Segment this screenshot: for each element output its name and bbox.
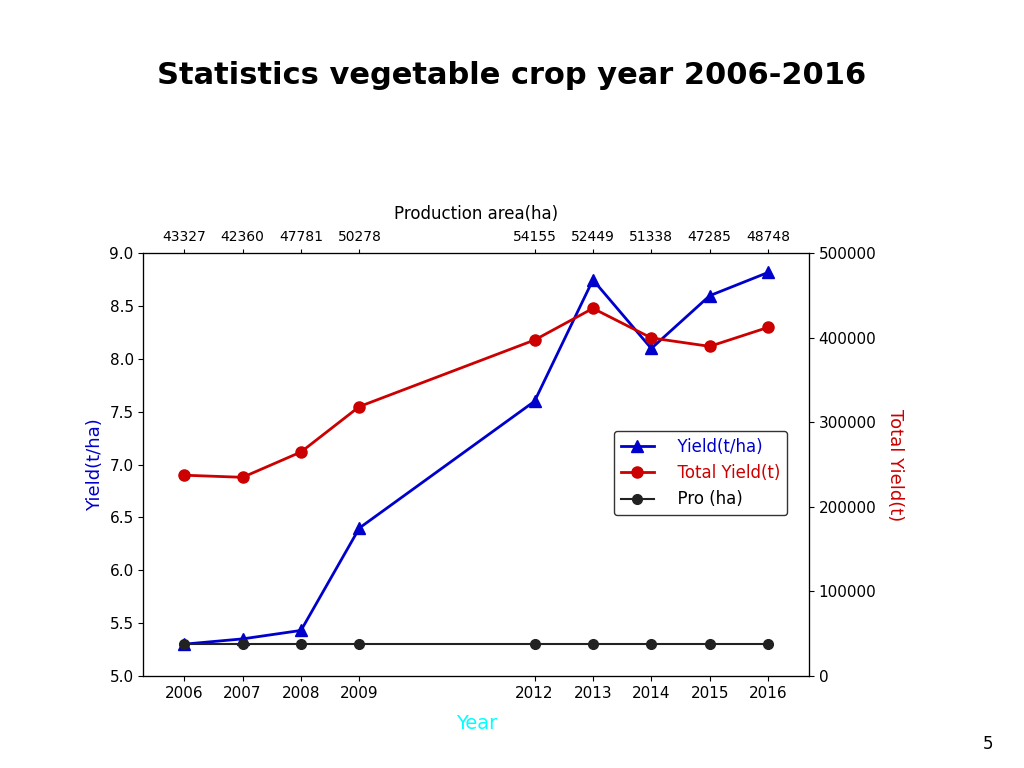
Text: Statistics vegetable crop year 2006-2016: Statistics vegetable crop year 2006-2016: [158, 61, 866, 91]
X-axis label: Year: Year: [456, 714, 497, 733]
Yield(t/ha): [528, 396, 541, 406]
Line: Total Yield(t): Total Yield(t): [178, 303, 774, 483]
Yield(t/ha): [353, 524, 366, 533]
Pro (ha): [353, 640, 366, 649]
Yield(t/ha): [703, 291, 716, 300]
Y-axis label: Total Yield(t): Total Yield(t): [887, 409, 904, 521]
Pro (ha): [178, 640, 190, 649]
Legend:   Yield(t/ha),   Total Yield(t),   Pro (ha): Yield(t/ha), Total Yield(t), Pro (ha): [614, 431, 787, 515]
Pro (ha): [762, 640, 774, 649]
Total Yield(t): [353, 402, 366, 411]
Total Yield(t): [237, 472, 249, 482]
Pro (ha): [645, 640, 657, 649]
Text: 5: 5: [983, 735, 993, 753]
Total Yield(t): [762, 323, 774, 332]
Total Yield(t): [645, 333, 657, 343]
Pro (ha): [587, 640, 599, 649]
Total Yield(t): [703, 342, 716, 351]
Yield(t/ha): [295, 626, 307, 635]
Yield(t/ha): [762, 268, 774, 277]
Yield(t/ha): [178, 640, 190, 649]
Yield(t/ha): [587, 275, 599, 284]
X-axis label: Production area(ha): Production area(ha): [394, 204, 558, 223]
Pro (ha): [237, 640, 249, 649]
Pro (ha): [528, 640, 541, 649]
Line: Pro (ha): Pro (ha): [179, 639, 773, 649]
Total Yield(t): [528, 336, 541, 345]
Pro (ha): [703, 640, 716, 649]
Y-axis label: Yield(t/ha): Yield(t/ha): [86, 419, 103, 511]
Pro (ha): [295, 640, 307, 649]
Total Yield(t): [295, 447, 307, 456]
Total Yield(t): [587, 303, 599, 313]
Yield(t/ha): [645, 344, 657, 353]
Yield(t/ha): [237, 634, 249, 644]
Line: Yield(t/ha): Yield(t/ha): [178, 267, 774, 650]
Total Yield(t): [178, 471, 190, 480]
